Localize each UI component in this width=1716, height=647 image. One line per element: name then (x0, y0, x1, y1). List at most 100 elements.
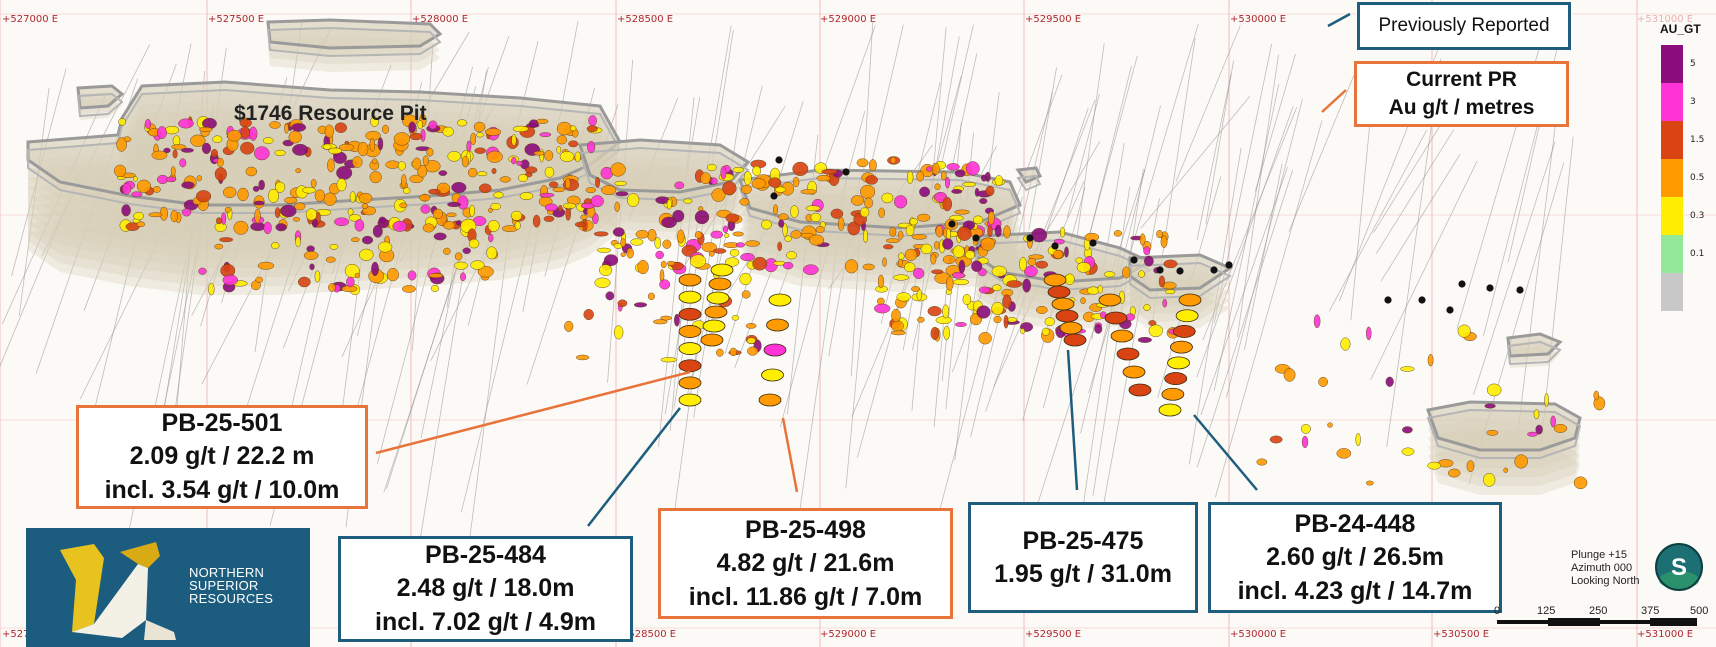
drill-collar (1384, 296, 1392, 304)
assay-interval (309, 263, 315, 271)
scale-bar-label: 125 (1537, 605, 1556, 617)
drill-collar (1418, 296, 1426, 304)
drill-trace (1042, 55, 1138, 409)
current-pr-legend: Current PR Au g/t / metres (1354, 61, 1569, 127)
assay-interval (751, 178, 766, 189)
assay-interval (378, 241, 393, 253)
assay-interval (361, 203, 369, 209)
assay-interval (1122, 266, 1131, 279)
assay-interval (487, 220, 500, 232)
drill-trace (1213, 43, 1273, 324)
assay-interval (543, 215, 555, 222)
grid-label-top: +528000 E (412, 14, 469, 25)
assay-interval (862, 263, 875, 271)
assay-interval (470, 260, 485, 270)
hole-intercept: 2.48 g/t / 18.0m (396, 574, 575, 602)
assay-interval (426, 147, 434, 157)
assay-interval (210, 149, 218, 158)
assay-interval (965, 161, 980, 176)
assay-interval (992, 284, 1002, 292)
assay-interval (991, 301, 1004, 316)
pb-25-498-interval (766, 318, 789, 332)
scale-bar-label: 250 (1589, 605, 1608, 617)
assay-interval (911, 234, 928, 240)
assay-interval (275, 223, 287, 232)
assay-interval (574, 151, 581, 163)
grid-label-bottom: +530500 E (1433, 629, 1490, 640)
assay-interval (443, 247, 451, 255)
assay-interval (1020, 328, 1026, 335)
assay-interval (461, 155, 470, 168)
assay-interval (580, 214, 588, 220)
scale-bar-segment (1650, 618, 1697, 626)
assay-interval (816, 175, 831, 182)
assay-interval (1340, 337, 1351, 351)
assay-interval (1318, 376, 1328, 387)
assay-interval (782, 223, 788, 237)
assay-interval (940, 170, 947, 181)
assay-interval (328, 147, 342, 155)
assay-interval (674, 181, 685, 190)
assay-interval (570, 125, 577, 132)
assay-interval (689, 254, 707, 268)
current-pr-units: Au g/t / metres (1388, 96, 1535, 119)
drill-collar (1156, 266, 1164, 274)
assay-interval (477, 265, 494, 278)
assay-interval (1300, 424, 1311, 434)
assay-interval (559, 151, 575, 162)
satellite-pit-east-rim-inner (1426, 408, 1582, 459)
plunge-label: Plunge +15 (1571, 549, 1627, 561)
assay-interval (1103, 271, 1116, 278)
assay-interval (1143, 255, 1154, 267)
assay-interval (731, 315, 740, 321)
assay-interval (280, 204, 297, 218)
leader-pb-25-498 (781, 417, 799, 493)
drill-trace (1080, 105, 1161, 434)
assay-interval (1355, 432, 1361, 447)
assay-interval (196, 175, 202, 182)
assay-interval (873, 303, 891, 314)
assay-interval (752, 165, 762, 176)
assay-interval (274, 149, 286, 157)
satellite-pit-north-bench (268, 28, 440, 56)
assay-interval (274, 181, 286, 193)
assay-interval (773, 204, 779, 215)
central-pit-a-rim (577, 138, 751, 194)
assay-interval (987, 225, 993, 238)
drill-trace (922, 24, 974, 246)
color-scale-swatch (1661, 273, 1683, 311)
assay-interval (1544, 393, 1549, 408)
svg-text:S: S (1671, 554, 1687, 581)
assay-interval (605, 291, 615, 301)
assay-interval (419, 194, 431, 202)
assay-interval (586, 125, 598, 132)
satellite-pit-small-bench (1508, 334, 1560, 356)
pb-25-475-interval (1047, 285, 1071, 299)
assay-interval (1486, 430, 1499, 436)
assay-interval (1002, 294, 1012, 309)
assay-interval (372, 224, 383, 238)
assay-interval (1148, 324, 1163, 338)
assay-interval (170, 166, 176, 177)
assay-interval (420, 204, 431, 214)
color-scale-label: 0.1 (1690, 249, 1705, 259)
assay-interval (716, 348, 724, 357)
assay-interval (171, 144, 187, 150)
assay-interval (911, 286, 921, 292)
assay-interval (491, 167, 497, 175)
assay-interval (214, 167, 227, 182)
assay-interval (1256, 458, 1268, 466)
assay-interval (422, 223, 435, 233)
assay-interval (1044, 317, 1055, 327)
assay-interval (962, 293, 972, 306)
assay-interval (291, 123, 307, 132)
assay-interval (994, 175, 1004, 186)
assay-interval (976, 305, 991, 319)
assay-interval (860, 184, 876, 199)
assay-interval (1269, 435, 1283, 444)
assay-interval (729, 347, 738, 357)
previously-reported-legend: Previously Reported (1357, 2, 1571, 50)
assay-interval (620, 238, 626, 248)
assay-interval (878, 207, 885, 218)
pb-25-501-interval (704, 305, 728, 319)
